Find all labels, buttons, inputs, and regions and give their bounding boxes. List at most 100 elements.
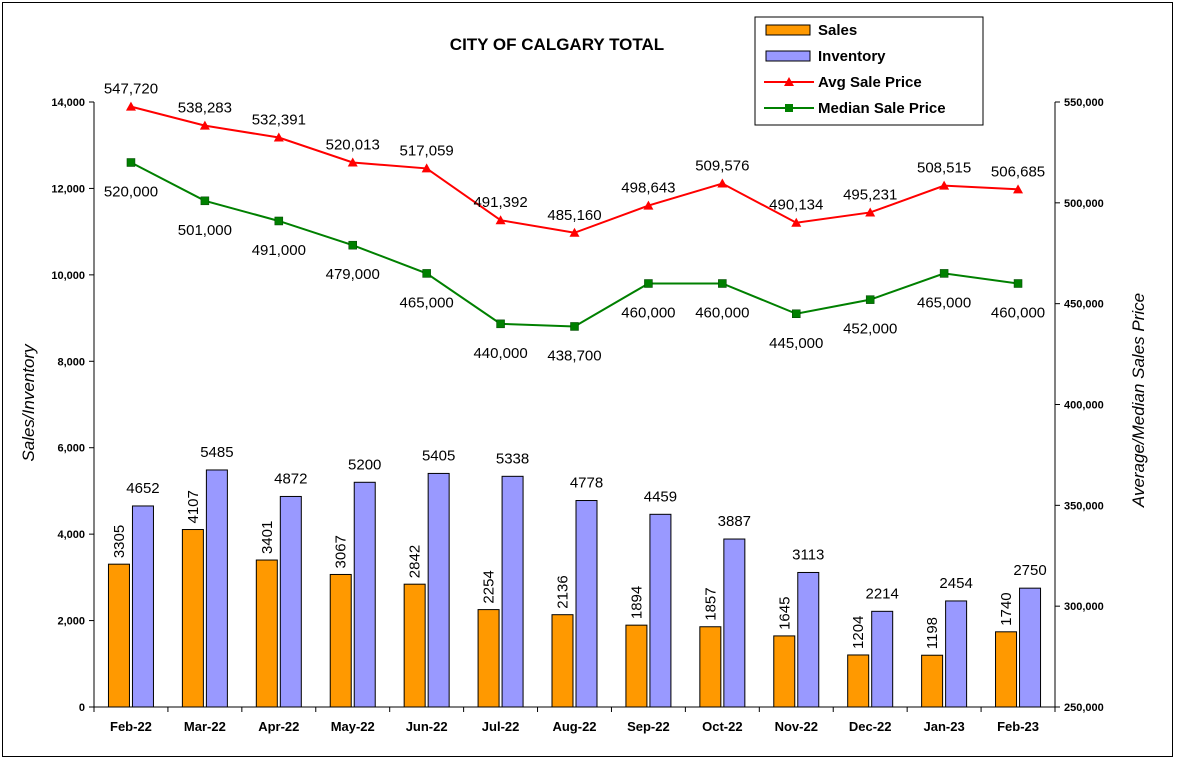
y-tick-label: 8,000 [57, 356, 85, 368]
sales-bar [255, 559, 278, 708]
chart-title: CITY OF CALGARY TOTAL [450, 35, 664, 54]
median-price-marker [644, 279, 653, 288]
sales-bar [625, 624, 648, 708]
median-price-data-label: 479,000 [326, 266, 380, 283]
x-tick-label: Feb-23 [997, 719, 1039, 734]
avg-price-data-label: 532,391 [252, 112, 306, 129]
x-tick-label: Feb-22 [110, 719, 152, 734]
y-tick-label: 10,000 [51, 270, 85, 282]
inventory-data-label: 5405 [422, 447, 455, 464]
y-tick-label: 2,000 [57, 616, 85, 628]
inventory-data-label: 5338 [496, 450, 529, 467]
sales-data-label: 1198 [924, 617, 941, 649]
inventory-bar [575, 500, 598, 708]
avg-price-data-label: 490,134 [769, 197, 823, 214]
median-price-data-label: 460,000 [695, 305, 749, 322]
avg-price-marker [421, 163, 432, 173]
y2-tick-label: 500,000 [1064, 198, 1104, 210]
median-price-marker [422, 269, 431, 278]
median-price-marker [200, 196, 210, 206]
avg-price-marker [791, 217, 802, 227]
median-price-data-label: 452,000 [843, 321, 897, 338]
avg-price-data-label: 520,013 [326, 136, 380, 153]
sales-data-label: 1204 [850, 616, 867, 649]
sales-data-label: 1740 [998, 592, 1015, 625]
median-price-data-label: 465,000 [400, 294, 454, 311]
inventory-bar [797, 571, 820, 708]
avg-price-marker [1013, 184, 1024, 194]
median-price-data-label: 491,000 [252, 242, 306, 259]
sales-data-label: 3401 [259, 521, 276, 554]
sales-data-label: 1894 [628, 586, 645, 619]
data-labels: 3305 4107 3401 3067 2842 2254 2136 1894 1857 1645… [104, 81, 1047, 650]
sales-bar [107, 563, 130, 708]
sales-bar [995, 631, 1018, 708]
sales-bar [773, 635, 796, 708]
median-price-data-label: 440,000 [473, 345, 527, 362]
x-tick-label: Oct-22 [702, 719, 742, 734]
median-price-marker [792, 309, 801, 318]
median-price-marker [126, 158, 136, 167]
inventory-data-label: 4459 [644, 488, 677, 505]
median-price-marker [865, 295, 875, 304]
y-tick-label: 6,000 [57, 443, 85, 455]
legend-swatch [765, 24, 811, 36]
y2-axis-title: Average/Median Sales Price [1129, 293, 1148, 508]
x-tick-label: Apr-22 [258, 719, 299, 734]
sales-data-label: 2254 [481, 570, 498, 603]
avg-price-data-label: 498,643 [621, 180, 675, 197]
median-price-marker [718, 279, 727, 288]
median-price-data-label: 460,000 [991, 305, 1045, 322]
x-tick-label: Mar-22 [184, 719, 226, 734]
inventory-bar [649, 513, 672, 708]
median-price-marker [348, 240, 357, 250]
avg-price-data-label: 506,685 [991, 163, 1045, 180]
legend-label: Avg Sale Price [818, 74, 922, 91]
x-tick-label: Aug-22 [552, 719, 596, 734]
y2-tick-label: 450,000 [1064, 299, 1104, 311]
legend-marker [785, 104, 793, 112]
inventory-bar [723, 538, 746, 708]
inventory-data-label: 5200 [348, 456, 381, 473]
inventory-data-label: 2214 [866, 585, 899, 602]
inventory-bar [1019, 587, 1042, 708]
sales-data-label: 1645 [776, 597, 793, 630]
inventory-data-label: 2750 [1013, 562, 1046, 579]
x-tick-label: Jun-22 [406, 719, 448, 734]
sales-data-label: 4107 [185, 490, 202, 523]
y-tick-label: 12,000 [51, 183, 85, 195]
avg-price-marker [273, 132, 284, 142]
inventory-data-label: 2454 [939, 575, 972, 592]
y2-tick-label: 400,000 [1064, 400, 1104, 412]
inventory-bar [353, 481, 376, 708]
median-price-data-label: 520,000 [104, 184, 158, 201]
avg-price-data-label: 485,160 [547, 207, 601, 224]
y-axis-title: Sales/Inventory [19, 343, 38, 462]
inventory-bar [427, 472, 450, 708]
avg-price-marker [125, 101, 136, 111]
avg-price-data-label: 517,059 [400, 142, 454, 159]
avg-price-data-label: 508,515 [917, 160, 971, 177]
inventory-data-label: 5485 [200, 444, 233, 461]
sales-data-label: 2136 [555, 575, 572, 608]
lines [125, 101, 1024, 331]
sales-bar [699, 626, 722, 708]
avg-price-marker [347, 157, 358, 167]
avg-price-data-label: 538,283 [178, 100, 232, 117]
inventory-bar [279, 495, 302, 708]
y-tick-label: 0 [79, 702, 85, 714]
avg-price-marker [199, 120, 210, 130]
y2-tick-label: 300,000 [1064, 601, 1104, 613]
inventory-data-label: 3113 [792, 546, 824, 563]
sales-data-label: 3067 [333, 535, 350, 568]
axes: 0 2,000 4,000 6,000 8,000 10,000 12,000 14,000 2… [51, 97, 1103, 734]
sales-bar [181, 529, 204, 708]
sales-bar [329, 573, 352, 708]
inventory-bar [131, 505, 154, 708]
bars [107, 469, 1042, 708]
avg-price-data-label: 509,576 [695, 158, 749, 175]
inventory-bar [945, 600, 968, 708]
sales-bar [551, 614, 574, 708]
y-tick-label: 14,000 [51, 97, 85, 109]
inventory-bar [871, 610, 894, 708]
